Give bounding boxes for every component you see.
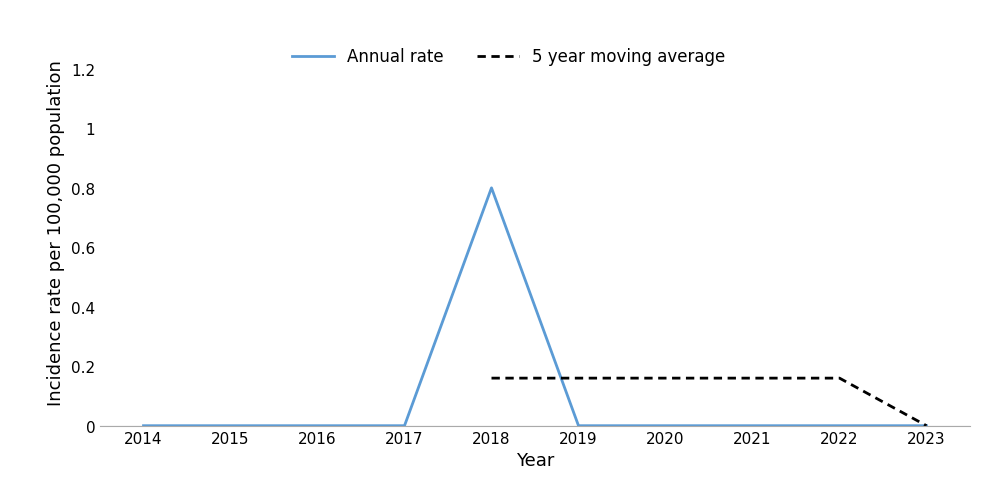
Annual rate xyxy=(485,185,497,191)
5 year moving average xyxy=(920,423,932,429)
5 year moving average xyxy=(833,375,845,381)
5 year moving average xyxy=(659,375,671,381)
Annual rate xyxy=(224,423,236,429)
5 year moving average xyxy=(485,375,497,381)
5 year moving average xyxy=(746,375,758,381)
Annual rate xyxy=(137,423,149,429)
Annual rate xyxy=(659,423,671,429)
Line: Annual rate: Annual rate xyxy=(143,188,926,426)
Line: 5 year moving average: 5 year moving average xyxy=(491,378,926,426)
Annual rate xyxy=(311,423,323,429)
Annual rate xyxy=(920,423,932,429)
Annual rate xyxy=(746,423,758,429)
Annual rate xyxy=(833,423,845,429)
X-axis label: Year: Year xyxy=(516,451,554,469)
Legend: Annual rate, 5 year moving average: Annual rate, 5 year moving average xyxy=(292,49,726,66)
Y-axis label: Incidence rate per 100,000 population: Incidence rate per 100,000 population xyxy=(47,61,65,405)
5 year moving average xyxy=(572,375,584,381)
Annual rate xyxy=(398,423,410,429)
Annual rate xyxy=(572,423,584,429)
